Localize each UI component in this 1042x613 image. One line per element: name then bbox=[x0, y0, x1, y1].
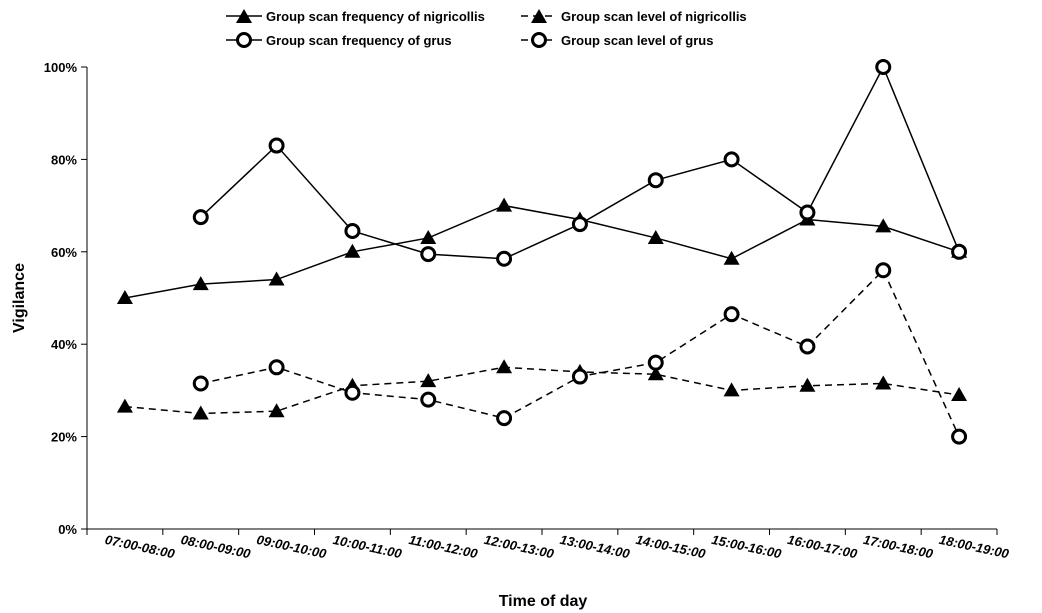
y-axis-title: Vigilance bbox=[11, 263, 28, 333]
x-tick-label: 12:00-13:00 bbox=[483, 532, 556, 562]
legend-marker bbox=[236, 9, 252, 23]
x-ticks: 07:00-08:00 08:00-09:00 09:00-10:00 10:00-1… bbox=[86, 529, 1011, 562]
series-layer bbox=[116, 59, 968, 445]
data-point bbox=[192, 405, 209, 420]
data-point bbox=[875, 262, 892, 279]
legend-item: Group scan level of grus bbox=[521, 32, 713, 48]
legend-item: Group scan frequency of grus bbox=[226, 32, 452, 48]
data-point bbox=[268, 137, 285, 154]
y-tick-label: 60% bbox=[51, 245, 77, 260]
data-point bbox=[496, 197, 513, 212]
x-tick-label: 09:00-10:00 bbox=[255, 532, 328, 562]
axes bbox=[86, 67, 997, 530]
legend-marker bbox=[531, 32, 547, 48]
y-tick-label: 0% bbox=[58, 522, 77, 537]
data-point bbox=[420, 391, 437, 408]
series-line bbox=[124, 204, 960, 299]
data-point bbox=[268, 403, 285, 418]
data-point bbox=[116, 398, 133, 413]
data-point bbox=[647, 229, 664, 244]
y-tick-label: 40% bbox=[51, 337, 77, 352]
x-tick-label: 15:00-16:00 bbox=[710, 532, 783, 562]
data-point bbox=[723, 151, 740, 168]
data-point bbox=[268, 359, 285, 376]
data-point bbox=[192, 209, 209, 226]
data-point bbox=[192, 276, 209, 291]
data-point bbox=[571, 216, 588, 233]
legend-label: Group scan frequency of grus bbox=[266, 33, 452, 48]
data-point bbox=[799, 377, 816, 392]
data-point bbox=[344, 243, 361, 258]
data-point bbox=[116, 290, 133, 304]
data-point bbox=[875, 218, 892, 233]
legend-marker bbox=[236, 32, 252, 48]
data-point bbox=[647, 354, 664, 371]
data-point bbox=[420, 246, 437, 263]
x-tick-label: 14:00-15:00 bbox=[634, 532, 707, 562]
data-point bbox=[951, 387, 968, 402]
data-point bbox=[951, 428, 968, 445]
data-point bbox=[496, 250, 513, 267]
data-point bbox=[875, 375, 892, 390]
data-point bbox=[799, 204, 816, 221]
x-axis-title: Time of day bbox=[499, 593, 588, 610]
data-point bbox=[268, 271, 285, 286]
data-point bbox=[571, 368, 588, 385]
x-tick-label: 16:00-17:00 bbox=[786, 532, 859, 562]
y-tick-label: 100% bbox=[44, 60, 78, 75]
legend: Group scan frequency of nigricollis Group… bbox=[226, 9, 747, 48]
data-point bbox=[799, 338, 816, 355]
x-tick-label: 07:00-08:00 bbox=[104, 532, 177, 562]
series-3 bbox=[192, 262, 968, 445]
series-line bbox=[124, 366, 960, 415]
legend-label: Group scan frequency of nigricollis bbox=[266, 9, 485, 24]
series-line bbox=[200, 268, 960, 437]
data-point bbox=[420, 373, 437, 388]
x-tick-label: 17:00-18:00 bbox=[862, 532, 935, 562]
data-point bbox=[647, 172, 664, 189]
data-point bbox=[496, 410, 513, 427]
x-tick-label: 13:00-14:00 bbox=[559, 532, 632, 562]
data-point bbox=[723, 382, 740, 397]
x-tick-label: 11:00-12:00 bbox=[407, 532, 479, 561]
series-2 bbox=[192, 59, 968, 267]
data-point bbox=[344, 223, 361, 240]
y-ticks: 0% 20% 40% 60% 80% 100% bbox=[44, 60, 87, 537]
legend-label: Group scan level of nigricollis bbox=[561, 9, 747, 24]
x-tick-label: 08:00-09:00 bbox=[179, 532, 252, 562]
data-point bbox=[344, 384, 361, 401]
data-point bbox=[951, 243, 968, 260]
data-point bbox=[875, 59, 892, 75]
legend-item: Group scan frequency of nigricollis bbox=[226, 9, 485, 24]
data-point bbox=[647, 366, 664, 381]
data-point bbox=[496, 359, 513, 374]
data-point bbox=[420, 229, 437, 244]
data-point bbox=[192, 375, 209, 392]
legend-item: Group scan level of nigricollis bbox=[521, 9, 747, 24]
legend-label: Group scan level of grus bbox=[561, 33, 713, 48]
data-point bbox=[723, 250, 740, 265]
series-0 bbox=[116, 197, 968, 304]
data-point bbox=[723, 306, 740, 323]
legend-marker bbox=[531, 9, 547, 23]
x-tick-label: 10:00-11:00 bbox=[332, 532, 404, 561]
y-tick-label: 80% bbox=[51, 152, 77, 167]
series-1 bbox=[116, 359, 968, 420]
x-tick-label: 18:00-19:00 bbox=[938, 532, 1011, 562]
y-tick-label: 20% bbox=[51, 430, 77, 445]
